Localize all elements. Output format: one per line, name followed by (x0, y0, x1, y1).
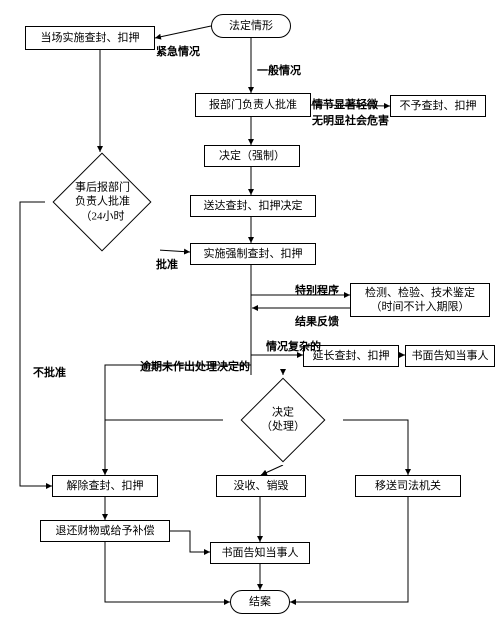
node-approval: 报部门负责人批准 (195, 93, 311, 117)
label-urgent: 紧急情况 (156, 43, 200, 59)
label: 送达查封、扣押决定 (204, 199, 303, 213)
label: 延长查封、扣押 (313, 349, 390, 363)
label-not-approve: 不批准 (33, 364, 66, 380)
label: 事后报部门 负责人批准 （24小时 (45, 181, 160, 224)
label: 实施强制查封、扣押 (204, 247, 303, 261)
node-execute: 实施强制查封、扣押 (190, 243, 316, 265)
label: 没收、销毁 (234, 479, 289, 493)
label-normal: 一般情况 (257, 62, 301, 78)
label-minor2: 无明显社会危害 (312, 112, 389, 128)
label-complex: 情况复杂的 (266, 338, 321, 354)
node-notify1: 书面告知当事人 (405, 345, 495, 367)
node-release: 解除查封、扣押 (52, 475, 158, 497)
label-approve: 批准 (156, 256, 178, 272)
label: 移送司法机关 (375, 479, 441, 493)
label: 法定情形 (229, 19, 273, 33)
label: 当场实施查封、扣押 (41, 31, 140, 45)
label-overdue: 逾期未作出处理决定的 (140, 358, 250, 374)
label-minor1: 情节显著轻微 (312, 96, 378, 112)
label: 解除查封、扣押 (67, 479, 144, 493)
node-confiscate: 没收、销毁 (216, 475, 306, 497)
node-no-seal: 不予查封、扣押 (390, 95, 486, 117)
node-notify2: 书面告知当事人 (210, 542, 310, 564)
label: 书面告知当事人 (412, 349, 489, 363)
node-deliver: 送达查封、扣押决定 (190, 195, 316, 217)
label: 检测、检验、技术鉴定 （时间不计入期限） (365, 286, 475, 315)
label: 不予查封、扣押 (400, 99, 477, 113)
node-return-comp: 退还财物或给予补偿 (40, 520, 170, 542)
node-start: 法定情形 (211, 14, 291, 38)
label: 退还财物或给予补偿 (56, 524, 155, 538)
label-special: 特别程序 (295, 282, 339, 298)
node-decision-handle: 决定 （处理） (223, 375, 343, 465)
node-end: 结案 (230, 590, 290, 614)
label: 报部门负责人批准 (209, 98, 297, 112)
node-inspection: 检测、检验、技术鉴定 （时间不计入期限） (350, 283, 490, 317)
label: 决定 （处理） (223, 406, 343, 435)
label: 决定（强制） (219, 149, 285, 163)
node-post-approval: 事后报部门 负责人批准 （24小时 (45, 152, 160, 252)
label-result: 结果反馈 (295, 313, 339, 329)
label: 结案 (249, 595, 271, 609)
node-immediate-seal: 当场实施查封、扣押 (25, 26, 155, 50)
node-decide-compulsory: 决定（强制） (204, 145, 300, 167)
node-transfer: 移送司法机关 (355, 475, 461, 497)
label: 书面告知当事人 (222, 546, 299, 560)
